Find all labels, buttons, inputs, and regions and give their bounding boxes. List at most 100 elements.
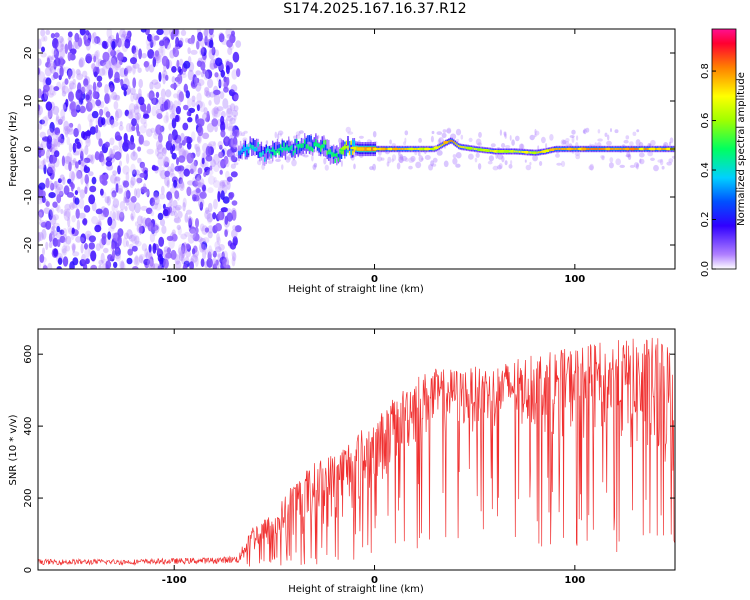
noise-blob: [89, 185, 97, 193]
ridge-cell: [573, 148, 575, 150]
noise-blob: [201, 45, 205, 52]
noise-blob: [205, 91, 211, 98]
noise-blob: [140, 205, 148, 211]
colorbar-gradient: [712, 29, 736, 269]
noise-blob: [52, 37, 59, 49]
noise-blob: [197, 125, 204, 137]
noise-blob: [418, 137, 422, 143]
snr-y-tick-label: 200: [23, 489, 34, 508]
ridge-cell: [613, 148, 615, 150]
noise-blob: [492, 165, 499, 171]
noise-blob: [187, 234, 195, 244]
noise-blob: [104, 141, 110, 148]
ridge-cell: [244, 151, 247, 157]
ridge-cell: [655, 148, 657, 150]
noise-blob: [608, 162, 614, 169]
noise-blob: [181, 243, 186, 255]
noise-blob: [191, 99, 196, 108]
noise-blob: [161, 55, 169, 67]
noise-blob: [510, 160, 513, 165]
noise-blob: [92, 31, 97, 39]
noise-blob: [186, 209, 192, 215]
noise-blob: [122, 165, 130, 175]
noise-blob: [633, 162, 640, 168]
noise-blob: [215, 259, 219, 266]
ridge-cell: [345, 140, 348, 146]
noise-blob: [197, 182, 205, 188]
noise-blob: [45, 77, 52, 86]
noise-blob: [90, 250, 97, 262]
noise-blob: [201, 132, 210, 139]
noise-blob: [281, 164, 284, 171]
noise-blob: [226, 104, 233, 115]
noise-blob: [51, 47, 57, 56]
noise-blob: [84, 164, 88, 171]
noise-blob: [171, 110, 176, 119]
ridge-cell: [304, 141, 306, 148]
noise-blob: [130, 196, 137, 203]
ridge-cell: [259, 144, 261, 154]
noise-blob: [72, 158, 77, 164]
ridge-cell: [294, 148, 296, 158]
noise-blob: [391, 143, 396, 147]
noise-blob: [201, 157, 205, 165]
noise-blob: [225, 29, 233, 37]
noise-blob: [46, 166, 53, 177]
noise-blob: [99, 238, 104, 249]
noise-blob: [211, 258, 218, 269]
noise-blob: [69, 101, 77, 112]
ridge-cell: [289, 146, 291, 151]
noise-blob: [182, 202, 186, 212]
noise-blob: [152, 96, 156, 105]
noise-blob: [182, 150, 188, 158]
ridge-cell: [320, 147, 322, 152]
noise-blob: [213, 94, 221, 105]
noise-blob: [213, 110, 218, 118]
noise-blob: [202, 184, 206, 192]
ridge-cell: [264, 149, 266, 159]
ridge-cell: [616, 148, 618, 150]
noise-blob: [347, 131, 354, 135]
ridge-cell: [530, 151, 532, 154]
noise-blob: [107, 254, 114, 262]
noise-blob: [55, 232, 62, 239]
noise-blob: [89, 126, 97, 135]
noise-blob: [59, 229, 65, 235]
ridge-cell: [251, 146, 253, 156]
noise-blob: [75, 170, 82, 180]
noise-blob: [200, 47, 207, 57]
noise-blob: [111, 232, 118, 240]
noise-blob: [174, 215, 180, 223]
noise-blob: [236, 68, 241, 78]
noise-blob: [169, 134, 174, 142]
noise-blob: [111, 55, 118, 66]
noise-blob: [50, 138, 58, 147]
noise-blob: [71, 227, 75, 235]
noise-blob: [202, 248, 207, 260]
noise-blob: [132, 266, 139, 269]
noise-blob: [100, 188, 104, 196]
noise-blob: [353, 163, 356, 170]
noise-blob: [210, 159, 217, 168]
noise-blob: [71, 203, 78, 209]
noise-blob: [186, 186, 192, 197]
noise-blob: [229, 152, 236, 162]
ridge-cell: [286, 141, 288, 148]
noise-blob: [199, 201, 204, 211]
noise-blob: [196, 77, 200, 84]
noise-blob: [125, 153, 130, 165]
noise-blob: [119, 261, 126, 269]
noise-blob: [224, 119, 229, 130]
noise-blob: [47, 108, 53, 120]
noise-blob: [97, 37, 102, 46]
noise-blob: [68, 143, 73, 153]
noise-blob: [44, 90, 48, 100]
noise-blob: [113, 101, 119, 110]
ridge-cell: [403, 148, 405, 150]
noise-blob: [164, 156, 170, 168]
snr-series-line: [38, 337, 675, 567]
noise-blob: [311, 154, 314, 162]
noise-blob: [122, 30, 126, 38]
noise-blob: [474, 157, 478, 163]
noise-blob: [111, 190, 117, 198]
